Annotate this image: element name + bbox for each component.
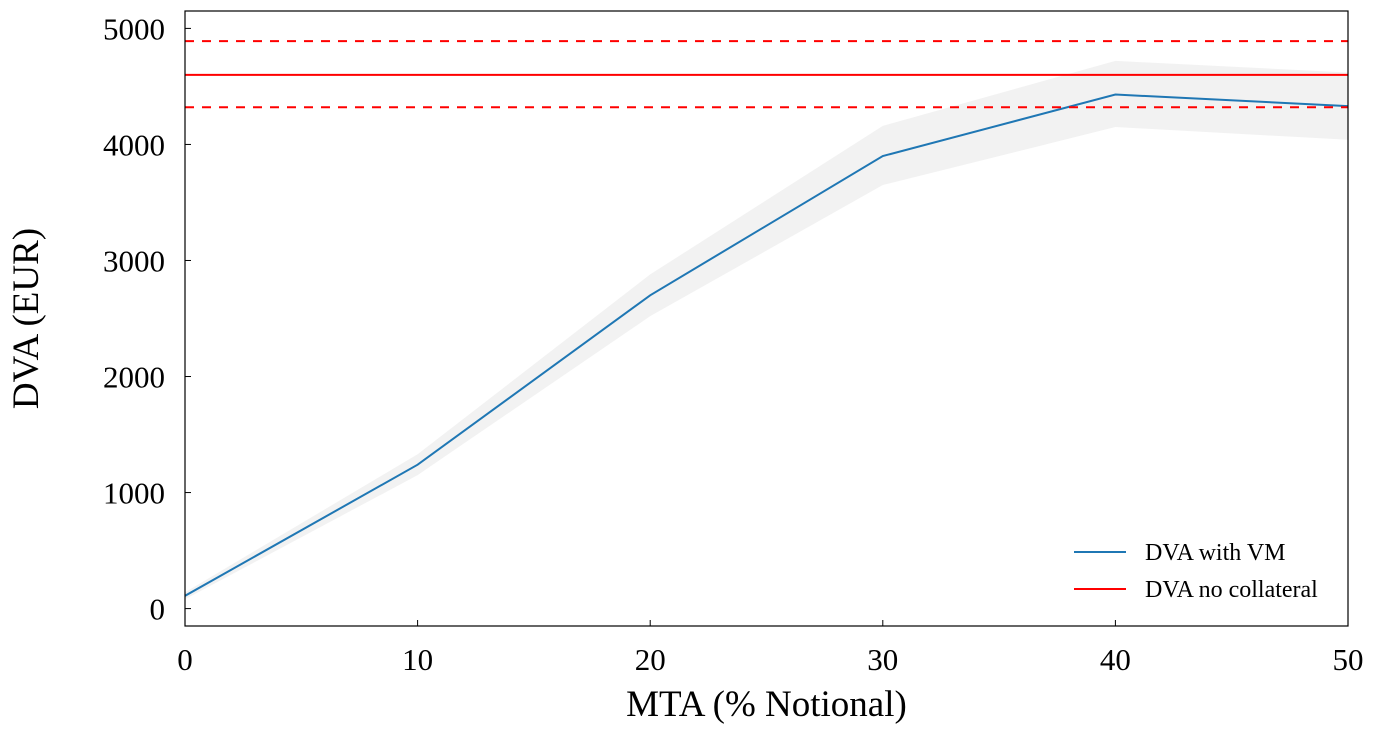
legend: DVA with VM DVA no collateral [1074, 540, 1318, 603]
y-tick-label: 4000 [103, 127, 165, 162]
y-tick-label: 5000 [103, 11, 165, 46]
series-0-line [185, 93, 1348, 597]
x-tick-label: 30 [867, 642, 898, 677]
series-0-band [185, 60, 1348, 600]
y-tick-label: 0 [150, 592, 166, 627]
y-tick-label: 3000 [103, 243, 165, 278]
legend-label-0: DVA with VM [1145, 540, 1285, 566]
x-tick-label: 40 [1100, 642, 1131, 677]
y-tick-label: 1000 [103, 476, 165, 511]
legend-label-1: DVA no collateral [1145, 577, 1318, 603]
plot-series [185, 40, 1348, 600]
x-tick-label: 20 [635, 642, 666, 677]
x-tick-label: 0 [177, 642, 193, 677]
plot-frame [184, 10, 1349, 627]
plot-area [185, 40, 1348, 600]
x-axis-title: MTA (% Notional) [626, 684, 907, 725]
x-tick-label: 50 [1333, 642, 1364, 677]
y-tick-label: 2000 [103, 360, 165, 395]
y-axis-title: DVA (EUR) [6, 228, 47, 409]
axes: 0 10 20 30 40 50 0 1000 2000 3000 4000 5000 [103, 10, 1364, 677]
x-tick-label: 10 [402, 642, 433, 677]
